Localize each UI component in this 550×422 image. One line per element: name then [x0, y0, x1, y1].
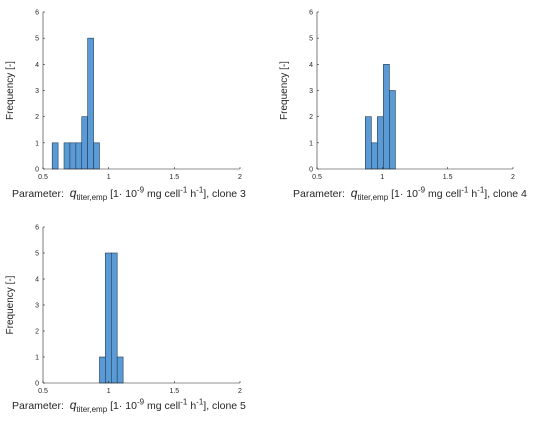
xlabel-suffix: ], clone 3: [203, 188, 246, 200]
xlabel-unit-exp: -9: [417, 185, 426, 195]
histogram-bar: [69, 142, 77, 170]
xlabel-unit-open: [1·: [391, 188, 404, 200]
y-tick-label: 3: [35, 303, 39, 310]
y-tick-label: 1: [35, 140, 39, 147]
y-tick-label: 0: [309, 167, 313, 174]
xlabel-unit-exp: -9: [136, 185, 145, 195]
xlabel-unit-open: [1·: [110, 400, 123, 412]
x-tick-label: 1: [380, 174, 384, 181]
xlabel-unit-h: h: [190, 188, 197, 200]
xlabel-unit-ten: 10: [406, 188, 418, 200]
x-tick-label: 1.5: [169, 388, 179, 395]
xlabel-unit-mid: mg cell: [147, 400, 181, 412]
y-tick-label: 5: [309, 36, 313, 43]
xlabel-unit-mid: mg cell: [147, 188, 181, 200]
xlabel-subscript: titer,emp: [76, 193, 108, 203]
histogram-bar: [377, 116, 384, 170]
y-tick-label: 3: [35, 88, 39, 95]
x-axis-label: Parameter: qtiter,emp [1· 10-9 mg cell-1…: [293, 185, 527, 203]
y-tick-label: 6: [309, 10, 313, 17]
xlabel-unit-h: h: [190, 400, 197, 412]
y-tick-label: 0: [35, 381, 39, 388]
x-tick-label: 2: [238, 174, 242, 181]
x-tick-label: 1: [107, 388, 111, 395]
xlabel-symbol: q: [69, 398, 77, 412]
histogram-bar: [93, 142, 100, 170]
y-tick-label: 2: [309, 114, 313, 121]
y-axis-label: Frequency [-]: [279, 61, 290, 120]
histogram-bar: [371, 142, 378, 170]
histogram-bar: [75, 142, 83, 170]
xlabel-unit-open: [1·: [110, 188, 123, 200]
y-tick-label: 2: [35, 329, 39, 336]
xlabel-unit-ten: 10: [125, 400, 137, 412]
xlabel-suffix: ], clone 5: [203, 400, 246, 412]
y-tick-label: 4: [309, 62, 313, 69]
y-tick-label: 4: [35, 277, 39, 284]
histogram-bar: [365, 116, 372, 170]
histogram-bar: [105, 252, 112, 384]
xlabel-unit-mid: mg cell: [428, 188, 462, 200]
xlabel-unit-ten: 10: [125, 188, 137, 200]
y-axis-label: Frequency [-]: [5, 61, 16, 120]
x-tick-label: 1.5: [169, 174, 179, 181]
histogram-panel: 0 1 2 3 4 5 6 0.5 1 1.5 2 Frequency [-]: [5, 10, 242, 182]
xlabel-symbol: q: [350, 186, 358, 200]
xlabel-unit-exp: -1: [196, 397, 204, 407]
y-tick-label: 6: [35, 10, 39, 17]
histogram-bar: [99, 356, 106, 384]
histogram-bar: [116, 356, 124, 384]
y-tick-label: 3: [309, 88, 313, 95]
x-tick-label: 1.5: [443, 174, 453, 181]
x-axis-label: Parameter: qtiter,emp [1· 10-9 mg cell-1…: [12, 397, 246, 415]
histogram-bar: [81, 116, 88, 170]
x-tick-label: 0.5: [38, 174, 48, 181]
xlabel-unit-exp: -9: [136, 397, 145, 407]
xlabel-prefix: Parameter:: [12, 400, 64, 412]
xlabel-prefix: Parameter:: [293, 188, 345, 200]
y-axis-label: Frequency [-]: [5, 275, 16, 334]
xlabel-unit-h: h: [471, 188, 478, 200]
xlabel-unit-exp: -1: [196, 185, 204, 195]
y-tick-label: 5: [35, 36, 39, 43]
y-tick-label: 0: [35, 167, 39, 174]
x-axis-label: Parameter: qtiter,emp [1· 10-9 mg cell-1…: [12, 185, 246, 203]
histogram-panel: 0 1 2 3 4 5 6 0.5 1 1.5 2 Frequency [-]: [279, 10, 515, 182]
xlabel-symbol: q: [69, 186, 77, 200]
xlabel-prefix: Parameter:: [12, 188, 64, 200]
xlabel-subscript: titer,emp: [357, 193, 389, 203]
histogram-bar: [51, 142, 59, 170]
x-tick-label: 0.5: [312, 174, 322, 181]
xlabel-unit-exp: -1: [180, 185, 188, 195]
histogram-bar: [110, 252, 118, 384]
xlabel-suffix: ], clone 4: [484, 188, 527, 200]
y-tick-label: 5: [35, 251, 39, 258]
histogram-panel: 0 1 2 3 4 5 6 0.5 1 1.5 2 Frequency [-]: [5, 225, 242, 396]
y-tick-label: 6: [35, 225, 39, 232]
histogram-bar: [383, 64, 390, 170]
histogram-bar: [87, 37, 94, 170]
y-tick-label: 4: [35, 62, 39, 69]
y-tick-label: 1: [35, 355, 39, 362]
x-tick-label: 0.5: [38, 388, 48, 395]
y-tick-label: 1: [309, 140, 313, 147]
x-tick-label: 2: [511, 174, 515, 181]
xlabel-unit-exp: -1: [477, 185, 485, 195]
histogram-bar: [63, 142, 71, 170]
x-tick-label: 2: [238, 388, 242, 395]
y-tick-label: 2: [35, 114, 39, 121]
x-tick-label: 1: [107, 174, 111, 181]
xlabel-unit-exp: -1: [180, 397, 188, 407]
xlabel-subscript: titer,emp: [76, 405, 108, 415]
histogram-bar: [389, 90, 396, 170]
xlabel-unit-exp: -1: [461, 185, 469, 195]
